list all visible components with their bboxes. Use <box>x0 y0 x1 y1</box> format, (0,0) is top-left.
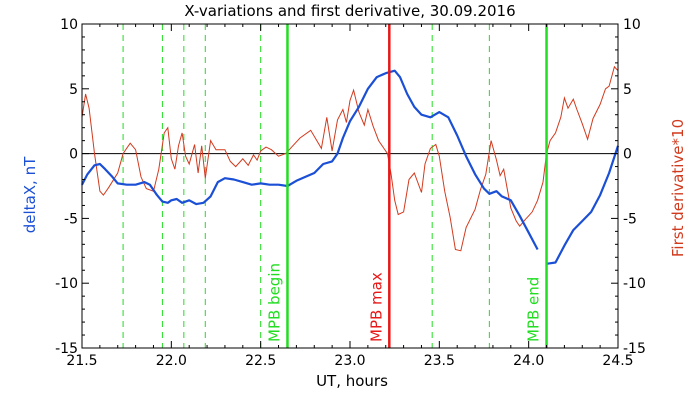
mpb-max-label: MPB max <box>367 272 385 342</box>
axes: 21.5 22.0 22.5 23.0 23.5 24.0 24.5 10 10 5 5 0 0 -5 -5… <box>55 17 646 369</box>
mpb-begin-label: MPB begin <box>266 263 284 342</box>
y-tick-label-right-4: -10 <box>623 276 646 292</box>
mpb-end-label: MPB end <box>525 277 543 342</box>
x-tick-label-5: 24.0 <box>513 353 544 369</box>
y-tick-label-right-2: 0 <box>623 147 632 163</box>
deltax-line-segment-0 <box>81 69 539 251</box>
x-axis-label: UT, hours <box>316 372 388 390</box>
x-tick-label-6: 24.5 <box>602 353 633 369</box>
y-tick-label-right-5: -15 <box>623 341 646 357</box>
y-axis-label-right: First derivative*10 <box>669 119 687 257</box>
y-tick-label-left-3: -5 <box>64 211 78 227</box>
deltax-series <box>81 69 620 265</box>
y-tick-label-left-4: -10 <box>55 276 78 292</box>
x-tick-label-0: 21.5 <box>66 353 97 369</box>
x-tick-label-3: 23.0 <box>334 353 365 369</box>
derivative-line <box>81 65 619 252</box>
mpb-markers: MPB begin MPB max MPB end <box>266 24 548 348</box>
dashed-reference-lines <box>122 24 490 348</box>
y-axis-label-left: deltaX, nT <box>21 156 39 233</box>
y-tick-label-left-2: 0 <box>69 147 78 163</box>
y-tick-label-left-1: 5 <box>69 82 78 98</box>
x-tick-label-1: 22.0 <box>156 353 187 369</box>
x-tick-label-4: 23.5 <box>424 353 455 369</box>
y-tick-label-right-0: 10 <box>623 17 641 33</box>
deltax-line-segment-1 <box>546 145 620 265</box>
y-tick-label-left-0: 10 <box>60 17 78 33</box>
y-tick-label-left-5: -15 <box>55 341 78 357</box>
x-tick-label-2: 22.5 <box>245 353 276 369</box>
chart-title: X-variations and first derivative, 30.09… <box>184 2 515 20</box>
derivative-series <box>81 65 619 252</box>
y-tick-label-right-3: -5 <box>623 211 637 227</box>
y-tick-label-right-1: 5 <box>623 82 632 98</box>
